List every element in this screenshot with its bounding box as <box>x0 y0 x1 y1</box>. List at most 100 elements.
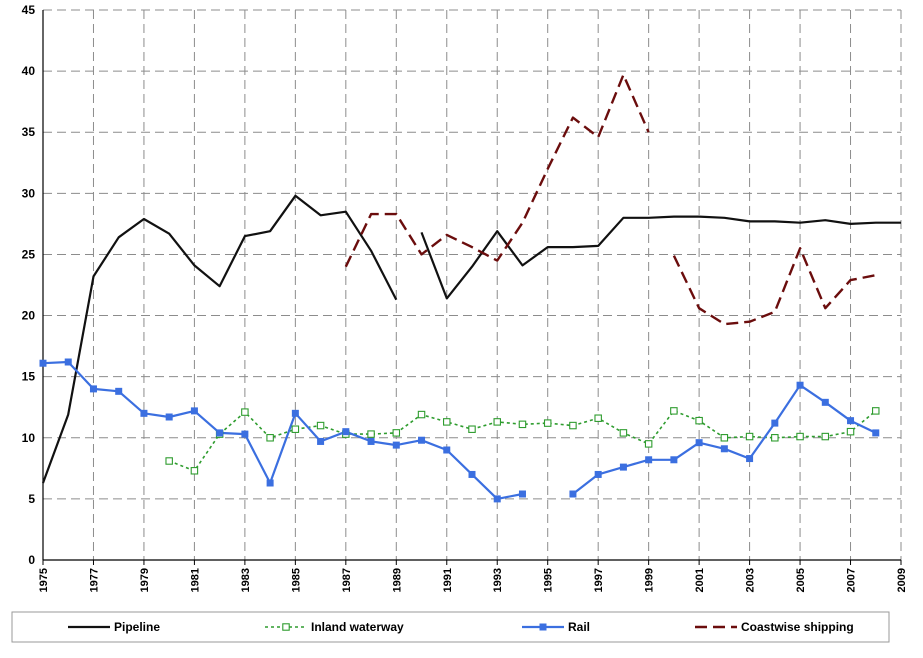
legend-marker-inland-waterway <box>282 623 290 631</box>
data-point-rail <box>64 358 72 366</box>
data-point-inland-waterway <box>594 414 602 422</box>
series-line-pipeline <box>420 215 901 300</box>
data-point-inland-waterway <box>291 425 300 433</box>
data-point-rail <box>695 439 703 447</box>
data-point-inland-waterway <box>846 427 855 436</box>
series-markers <box>39 358 880 503</box>
data-point-rail <box>216 429 224 437</box>
y-tick-label: 15 <box>22 370 36 384</box>
data-point-rail <box>367 437 375 445</box>
data-point-rail <box>317 437 325 445</box>
x-tick-label: 2007 <box>846 568 858 592</box>
data-point-rail <box>518 490 526 498</box>
data-point-inland-waterway <box>443 418 451 426</box>
x-tick-label: 1999 <box>644 568 656 592</box>
data-point-inland-waterway <box>720 434 729 442</box>
data-point-rail <box>468 470 476 478</box>
legend: Pipeline Inland waterway Rail Coastwise shi… <box>11 611 890 643</box>
data-point-inland-waterway <box>316 421 325 430</box>
data-point-inland-waterway <box>266 434 274 442</box>
legend-label-inland-waterway: Inland waterway <box>311 620 404 634</box>
data-point-rail <box>796 381 804 389</box>
data-point-rail <box>266 479 274 487</box>
series-line-coastwise-shipping <box>344 73 650 268</box>
data-point-inland-waterway <box>745 432 754 441</box>
legend-label-rail: Rail <box>568 620 590 634</box>
data-point-rail <box>140 409 148 417</box>
x-tick-label: 1997 <box>593 568 605 592</box>
y-tick-label: 40 <box>22 64 36 78</box>
data-point-inland-waterway <box>367 430 375 438</box>
data-point-rail <box>645 456 653 464</box>
data-point-inland-waterway <box>417 410 426 419</box>
x-tick-label: 1995 <box>543 568 555 592</box>
data-point-rail <box>443 446 451 454</box>
data-point-rail <box>291 409 299 417</box>
data-point-rail <box>392 441 400 449</box>
x-tick-label: 2001 <box>694 568 706 592</box>
data-point-rail <box>241 430 249 438</box>
y-tick-label: 35 <box>22 125 36 139</box>
y-tick-label: 5 <box>28 492 35 506</box>
data-point-rail <box>89 385 97 393</box>
data-point-rail <box>670 456 678 464</box>
x-tick-label: 1983 <box>240 568 252 592</box>
series-line-inland-waterway <box>168 410 877 472</box>
data-point-rail <box>493 495 501 503</box>
x-tick-label: 2005 <box>795 568 807 592</box>
y-tick-labels: 0 5 10 15 20 25 30 35 40 45 <box>22 3 36 567</box>
legend-label-coastwise-shipping: Coastwise shipping <box>741 620 854 634</box>
data-point-inland-waterway <box>619 429 628 437</box>
x-tick-label: 2003 <box>745 568 757 592</box>
x-tick-label: 1991 <box>442 568 454 592</box>
data-point-rail <box>821 398 829 406</box>
data-point-inland-waterway <box>821 432 830 441</box>
data-point-inland-waterway <box>543 419 552 427</box>
y-tick-label: 0 <box>28 553 35 567</box>
y-tick-label: 45 <box>22 3 36 17</box>
data-point-inland-waterway <box>165 457 173 465</box>
grid-lines <box>43 9 902 560</box>
data-point-rail <box>771 419 779 427</box>
data-point-inland-waterway <box>392 429 401 437</box>
data-point-rail <box>165 413 173 421</box>
x-tick-label: 1977 <box>88 568 100 592</box>
x-tick-label: 1975 <box>38 568 50 592</box>
data-point-rail <box>594 470 602 478</box>
data-point-inland-waterway <box>796 432 804 441</box>
x-tick-label: 1987 <box>341 568 353 592</box>
data-point-rail <box>418 436 426 444</box>
series-line-coastwise-shipping <box>672 247 877 326</box>
data-point-inland-waterway <box>695 416 703 425</box>
x-tick-label: 1989 <box>391 568 403 592</box>
data-point-inland-waterway <box>468 425 476 433</box>
legend-box <box>11 611 890 643</box>
axes <box>42 10 902 565</box>
legend-label-pipeline: Pipeline <box>114 620 160 634</box>
data-point-rail <box>342 428 350 436</box>
data-point-inland-waterway <box>644 440 653 448</box>
x-tick-label: 1993 <box>492 568 504 592</box>
data-point-inland-waterway <box>518 420 527 429</box>
series-line-rail <box>42 360 523 500</box>
data-point-rail <box>872 429 880 437</box>
data-point-inland-waterway <box>670 407 678 415</box>
x-tick-label: 2009 <box>896 568 908 592</box>
data-point-inland-waterway <box>771 434 779 442</box>
legend-marker-rail <box>539 623 547 631</box>
data-point-rail <box>619 463 627 471</box>
y-tick-label: 20 <box>22 309 36 323</box>
data-point-rail <box>39 359 47 367</box>
y-tick-label: 30 <box>22 186 36 200</box>
data-point-inland-waterway <box>872 407 880 415</box>
data-point-inland-waterway <box>190 467 199 475</box>
x-tick-label: 1985 <box>290 568 302 592</box>
y-tick-label: 25 <box>22 247 36 261</box>
data-point-rail <box>847 417 855 425</box>
x-tick-label: 1979 <box>139 568 151 592</box>
data-point-rail <box>190 407 198 415</box>
y-tick-label: 10 <box>22 431 36 445</box>
series-line-pipeline <box>41 194 398 484</box>
data-point-inland-waterway <box>493 418 501 426</box>
